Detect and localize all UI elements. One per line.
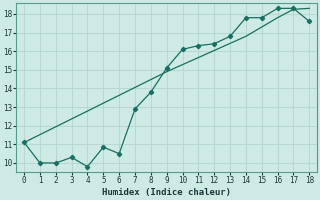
X-axis label: Humidex (Indice chaleur): Humidex (Indice chaleur): [102, 188, 231, 197]
